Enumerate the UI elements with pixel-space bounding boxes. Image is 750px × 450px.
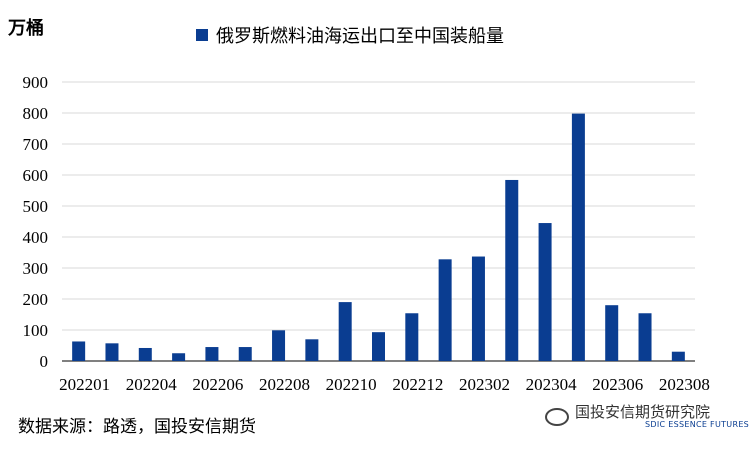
legend-label: 俄罗斯燃料油海运出口至中国装船量	[216, 26, 504, 47]
bar	[138, 347, 152, 361]
watermark: 国投安信期货研究院 SDIC ESSENCE FUTURES	[545, 404, 749, 429]
bar	[372, 332, 385, 361]
bar	[238, 347, 252, 361]
wechat-icon	[545, 407, 569, 426]
y-tick-label: 800	[23, 104, 49, 123]
y-tick-label: 500	[23, 197, 49, 216]
bar	[272, 330, 286, 361]
bar	[605, 305, 619, 361]
bar	[571, 113, 585, 362]
y-tick-label: 600	[23, 166, 49, 185]
bar	[671, 351, 685, 361]
x-tick-label: 202308	[659, 375, 710, 394]
bar	[305, 339, 319, 361]
x-tick-label: 202212	[392, 375, 443, 394]
y-axis-unit-label: 万桶	[8, 18, 44, 39]
bar	[505, 179, 519, 361]
y-tick-label: 400	[23, 228, 49, 247]
watermark-text: 国投安信期货研究院	[575, 403, 711, 421]
chart-legend: 俄罗斯燃料油海运出口至中国装船量	[196, 22, 504, 48]
x-tick-label: 202206	[192, 375, 243, 394]
y-tick-label: 100	[23, 321, 49, 340]
bar	[72, 341, 86, 361]
bar	[338, 302, 352, 361]
y-tick-label: 0	[40, 352, 49, 371]
x-tick-label: 202208	[259, 375, 310, 394]
x-tick-label: 202201	[59, 375, 110, 394]
bar	[105, 343, 119, 361]
bar	[638, 313, 652, 361]
x-tick-label: 202306	[592, 375, 643, 394]
bar	[471, 256, 485, 361]
data-source-note: 数据来源：路透，国投安信期货	[18, 417, 256, 437]
bar	[205, 347, 219, 361]
legend-swatch	[196, 29, 208, 41]
x-tick-label: 202204	[126, 375, 178, 394]
y-tick-label: 900	[23, 73, 49, 92]
watermark-subtext: SDIC ESSENCE FUTURES	[645, 419, 750, 429]
bar	[538, 223, 552, 361]
x-tick-label: 202302	[459, 375, 510, 394]
x-tick-label: 202210	[326, 375, 377, 394]
bar	[172, 353, 186, 361]
y-tick-label: 300	[23, 259, 49, 278]
x-tick-label: 202304	[526, 375, 578, 394]
bar	[405, 313, 419, 361]
bar	[438, 259, 452, 361]
y-tick-label: 200	[23, 290, 49, 309]
y-tick-label: 700	[23, 135, 49, 154]
